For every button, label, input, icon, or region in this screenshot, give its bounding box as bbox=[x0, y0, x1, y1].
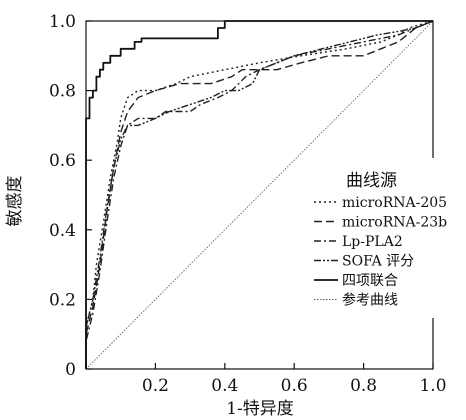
y-axis-title: 敏感度 bbox=[5, 176, 25, 227]
series-line-microrna-23b bbox=[85, 20, 434, 369]
legend: 曲线源 microRNA-205 microRNA-23b Lp-PLA2 SOFA … bbox=[308, 158, 460, 318]
legend-label: microRNA-23b bbox=[342, 215, 447, 231]
x-tick-label: 0.6 bbox=[281, 376, 308, 396]
axes: 0.2 0.4 0.6 0.8 1.0 0 0.2 0.4 0.6 0.8 1.0 bbox=[49, 12, 447, 396]
legend-title: 曲线源 bbox=[346, 171, 397, 191]
legend-label: microRNA-205 bbox=[342, 195, 447, 211]
x-tick-label: 0.8 bbox=[350, 376, 377, 396]
x-tick-label: 1.0 bbox=[419, 376, 446, 396]
legend-label: 四项联合 bbox=[342, 273, 398, 289]
series-line-microrna-205 bbox=[85, 20, 434, 369]
legend-background bbox=[308, 158, 460, 318]
y-tick-label: 0.8 bbox=[49, 82, 76, 102]
x-axis-title: 1-特异度 bbox=[226, 399, 294, 419]
y-tick-label: 0.2 bbox=[49, 290, 76, 310]
series-line-四项联合 bbox=[85, 20, 433, 369]
y-tick-label: 0 bbox=[65, 360, 76, 380]
legend-label: SOFA 评分 bbox=[342, 254, 414, 270]
series-line-lp-pla2 bbox=[85, 20, 434, 369]
y-tick-label: 0.4 bbox=[49, 221, 76, 241]
legend-label: 参考曲线 bbox=[342, 292, 398, 309]
legend-items: microRNA-205 microRNA-23b Lp-PLA2 SOFA 评分四项… bbox=[314, 195, 447, 309]
reference-line-layer bbox=[85, 20, 434, 370]
y-tick-label: 1.0 bbox=[49, 12, 76, 32]
x-tick-label: 0.4 bbox=[211, 376, 238, 396]
series-layer bbox=[85, 20, 434, 369]
legend-label: Lp-PLA2 bbox=[342, 234, 403, 250]
series-line-参考曲线 bbox=[85, 20, 434, 370]
series-line-sofa-评分 bbox=[85, 20, 434, 369]
x-tick-label: 0.2 bbox=[142, 376, 169, 396]
y-tick-label: 0.6 bbox=[49, 151, 76, 171]
